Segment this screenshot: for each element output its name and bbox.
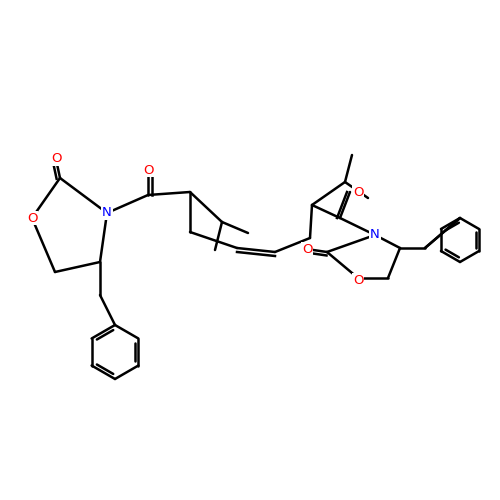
Text: N: N xyxy=(102,206,112,220)
Text: O: O xyxy=(353,274,363,286)
Text: O: O xyxy=(143,164,153,176)
Text: N: N xyxy=(370,228,380,241)
Text: O: O xyxy=(353,186,363,198)
Text: O: O xyxy=(302,243,312,256)
Text: O: O xyxy=(27,212,37,224)
Text: O: O xyxy=(51,152,62,165)
